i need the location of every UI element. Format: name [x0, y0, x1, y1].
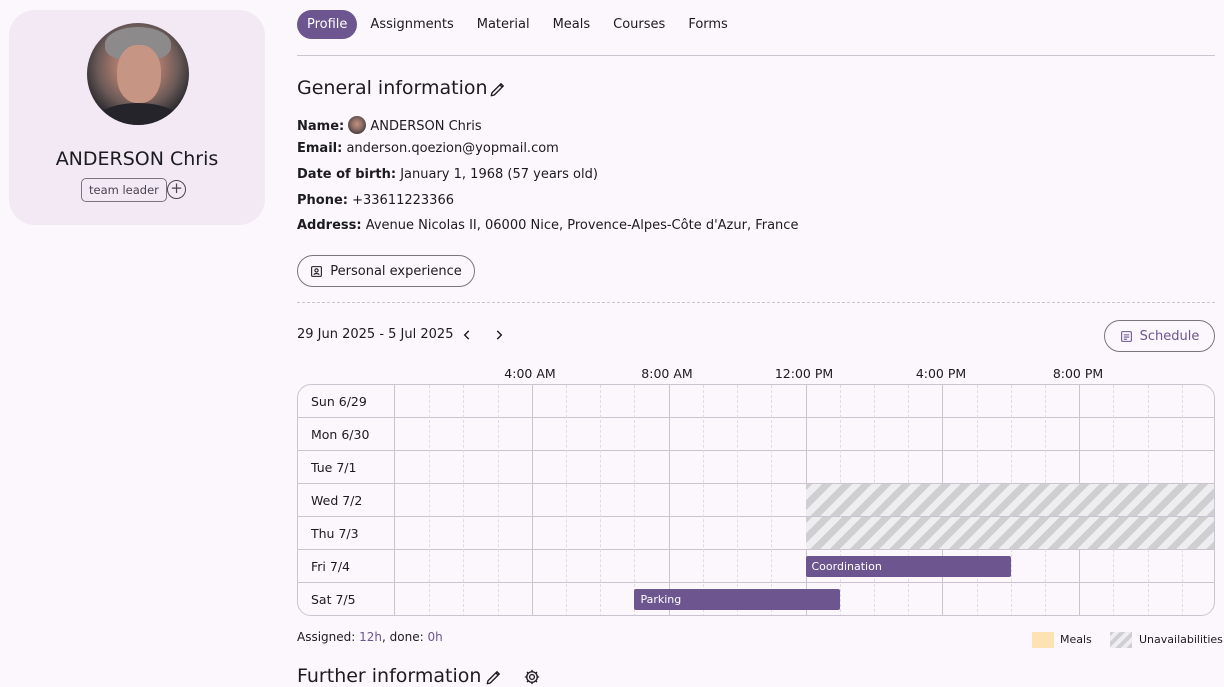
schedule-row: Thu 7/3	[298, 517, 1214, 550]
phone-row: Phone: +33611223366	[297, 193, 454, 208]
pencil-icon[interactable]	[489, 80, 507, 98]
address-row: Address: Avenue Nicolas II, 06000 Nice, …	[297, 218, 798, 233]
meals-legend-swatch	[1032, 632, 1054, 648]
unavailabilities-legend-label: Unavailabilities	[1139, 633, 1223, 646]
hour-gridline	[702, 385, 704, 615]
hour-gridline	[429, 385, 431, 615]
personal-experience-button[interactable]: Personal experience	[297, 255, 475, 287]
unavailability-block	[805, 517, 1214, 549]
gear-icon[interactable]	[523, 668, 541, 686]
role-tag[interactable]: team leader	[81, 178, 167, 202]
mini-avatar	[348, 116, 367, 134]
contact-card-icon	[311, 265, 323, 277]
name-value: ANDERSON Chris	[370, 119, 482, 134]
day-label: Tue 7/1	[298, 451, 395, 484]
profile-name: ANDERSON Chris	[55, 148, 219, 170]
done-label: , done:	[382, 630, 428, 644]
schedule-row: Fri 7/4	[298, 550, 1214, 583]
calendar-list-icon	[1120, 330, 1132, 342]
dob-label: Date of birth:	[297, 167, 397, 182]
tab-forms[interactable]: Forms	[688, 17, 728, 32]
personal-experience-label: Personal experience	[330, 263, 462, 279]
hour-label: 8:00 PM	[1052, 366, 1104, 381]
meals-legend-label: Meals	[1060, 633, 1092, 646]
pencil-icon[interactable]	[485, 668, 503, 686]
profile-card: ANDERSON Chris team leader +	[9, 10, 265, 225]
tab-courses[interactable]: Courses	[613, 17, 666, 32]
assigned-value: 12h	[359, 630, 383, 644]
tab-bar: Profile Assignments Material Meals Cours…	[297, 10, 741, 39]
schedule-row: Sat 7/5	[298, 583, 1214, 615]
add-role-icon[interactable]: +	[167, 180, 186, 199]
hour-label: 4:00 PM	[915, 366, 967, 381]
tabs-divider	[297, 55, 1215, 56]
phone-label: Phone:	[297, 193, 348, 208]
hour-gridline	[634, 385, 636, 615]
hour-gridline	[497, 385, 499, 615]
hour-label: 4:00 AM	[504, 366, 556, 381]
assigned-summary: Assigned: 12h, done: 0h	[297, 630, 443, 644]
day-label: Sun 6/29	[298, 385, 395, 418]
day-label: Thu 7/3	[298, 517, 395, 550]
hour-gridline	[771, 385, 773, 615]
email-label: Email:	[297, 141, 343, 156]
day-label: Sat 7/5	[298, 583, 395, 615]
hour-gridline	[737, 385, 739, 615]
tab-meals[interactable]: Meals	[552, 17, 591, 32]
day-label: Wed 7/2	[298, 484, 395, 517]
phone-value[interactable]: +33611223366	[352, 193, 454, 208]
event-block-parking[interactable]: Parking	[634, 589, 840, 610]
avatar	[87, 23, 189, 125]
tab-assignments[interactable]: Assignments	[370, 17, 454, 32]
unavailabilities-legend-swatch	[1110, 632, 1132, 648]
day-label: Mon 6/30	[298, 418, 395, 451]
dob-row: Date of birth: January 1, 1968 (57 years…	[297, 167, 598, 182]
address-label: Address:	[297, 218, 362, 233]
hour-label: 8:00 AM	[641, 366, 693, 381]
done-value: 0h	[427, 630, 443, 644]
schedule-row: Wed 7/2	[298, 484, 1214, 517]
hour-gridline	[668, 385, 670, 615]
hour-gridline	[600, 385, 602, 615]
hour-gridline	[566, 385, 568, 615]
name-label: Name:	[297, 119, 345, 134]
schedule-label: Schedule	[1139, 328, 1200, 344]
chevron-right-icon[interactable]	[492, 328, 506, 342]
unavailability-block	[805, 484, 1214, 516]
schedule-row: Sun 6/29	[298, 385, 1214, 418]
assigned-label: Assigned:	[297, 630, 360, 644]
hour-gridline	[463, 385, 465, 615]
tab-profile[interactable]: Profile	[297, 10, 358, 39]
section-divider	[297, 302, 1215, 303]
schedule-grid: Sun 6/29 Mon 6/30 Tue 7/1 Wed 7/2 Thu 7/…	[297, 384, 1215, 616]
further-info-title: Further information	[297, 665, 482, 687]
email-row: Email: anderson.qoezion@yopmail.com	[297, 141, 559, 156]
address-value: Avenue Nicolas II, 06000 Nice, Provence-…	[365, 218, 799, 233]
general-info-title: General information	[297, 77, 488, 99]
dob-value: January 1, 1968 (57 years old)	[400, 167, 598, 182]
hour-label: 12:00 PM	[774, 366, 834, 381]
day-label: Fri 7/4	[298, 550, 395, 583]
date-range: 29 Jun 2025 - 5 Jul 2025	[297, 327, 454, 342]
email-value[interactable]: anderson.qoezion@yopmail.com	[346, 141, 559, 156]
schedule-row: Tue 7/1	[298, 451, 1214, 484]
hour-gridline	[531, 385, 533, 615]
event-block-coordination[interactable]: Coordination	[805, 556, 1011, 577]
name-row: Name: ANDERSON Chris	[297, 116, 482, 134]
schedule-button[interactable]: Schedule	[1104, 320, 1215, 352]
schedule-row: Mon 6/30	[298, 418, 1214, 451]
tab-material[interactable]: Material	[476, 17, 530, 32]
chevron-left-icon[interactable]	[460, 328, 474, 342]
